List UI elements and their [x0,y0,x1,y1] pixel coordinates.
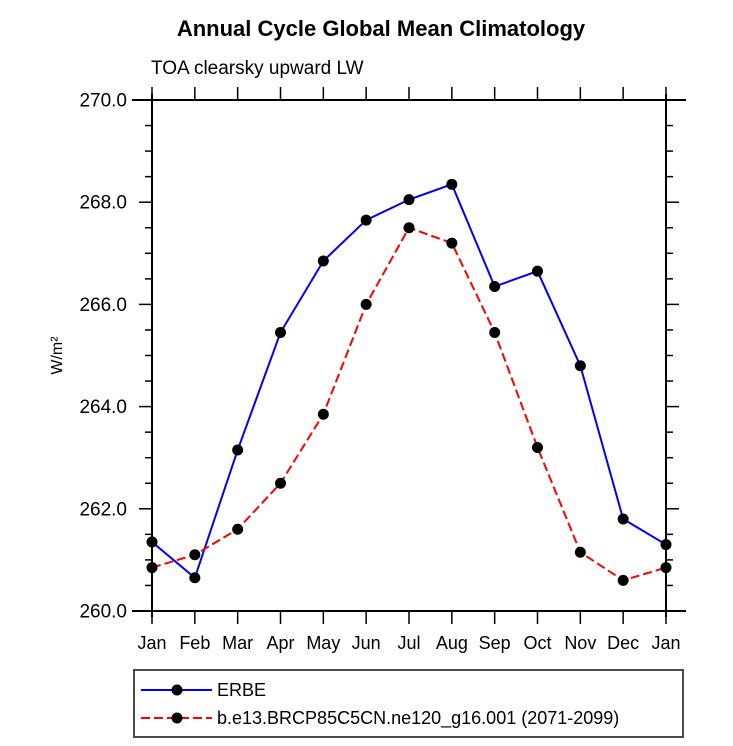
data-point-model [189,549,201,561]
data-point-erbe [360,214,372,226]
data-point-model [232,523,244,535]
legend-item-erbe: ERBE [138,676,682,704]
x-tick-label: Dec [607,633,639,653]
data-point-erbe [574,360,586,372]
data-point-model [275,477,286,489]
x-tick-label: Apr [266,633,294,653]
data-point-model [446,237,458,249]
x-tick-label: Jan [137,633,166,653]
legend-item-model: b.e13.BRCP85C5CN.ne120_g16.001 (2071-209… [138,704,682,732]
data-point-model [489,327,501,339]
data-point-erbe [403,194,415,206]
data-point-model [317,408,329,420]
y-tick-label: 270.0 [79,91,127,112]
legend-sample-dashed [141,712,212,724]
data-point-erbe [189,572,201,584]
series-line-model [151,226,667,582]
y-tick-label: 262.0 [79,499,127,520]
data-point-erbe [532,265,543,277]
series-line-erbe [151,183,667,580]
data-point-model [574,546,586,558]
data-point-erbe [660,539,672,551]
chart-title: Annual Cycle Global Mean Climatology [176,16,586,41]
data-point-erbe [617,513,629,525]
chart-subtitle: TOA clearsky upward LW [151,58,364,79]
data-point-erbe [489,281,501,293]
data-point-erbe [317,255,329,267]
x-tick-label: Oct [523,633,551,653]
data-point-erbe [146,536,158,548]
legend-label-model: b.e13.BRCP85C5CN.ne120_g16.001 (2071-209… [217,707,620,728]
data-point-erbe [232,444,244,456]
data-point-model [146,562,158,574]
legend-label-erbe: ERBE [217,679,267,700]
legend-sample-solid [141,684,212,696]
x-tick-label: Jul [397,633,420,653]
y-tick-label: 268.0 [79,193,127,214]
x-tick-label: Mar [222,633,253,653]
legend-marker-erbe [171,684,183,696]
y-tick-label: 266.0 [79,295,127,316]
x-tick-label: Feb [179,633,210,653]
x-tick-label: Jan [651,633,680,653]
x-tick-label: Aug [436,633,468,653]
y-tick-label: 264.0 [79,397,127,418]
data-point-model [403,222,415,234]
data-point-model [617,574,629,586]
y-tick-label: 260.0 [79,602,127,623]
legend: ERBE b.e13.BRCP85C5CN.ne120_g16.001 (207… [133,669,684,738]
y-axis-title: W/m² [49,336,66,375]
x-tick-label: Jun [352,633,381,653]
x-tick-label: May [306,633,340,653]
data-point-model [660,562,672,574]
legend-marker-model [171,712,183,724]
data-point-model [532,441,543,453]
data-point-erbe [446,178,458,190]
x-tick-label: Sep [479,633,511,653]
data-point-erbe [275,327,286,339]
x-tick-label: Nov [564,633,596,653]
data-point-model [360,298,372,310]
